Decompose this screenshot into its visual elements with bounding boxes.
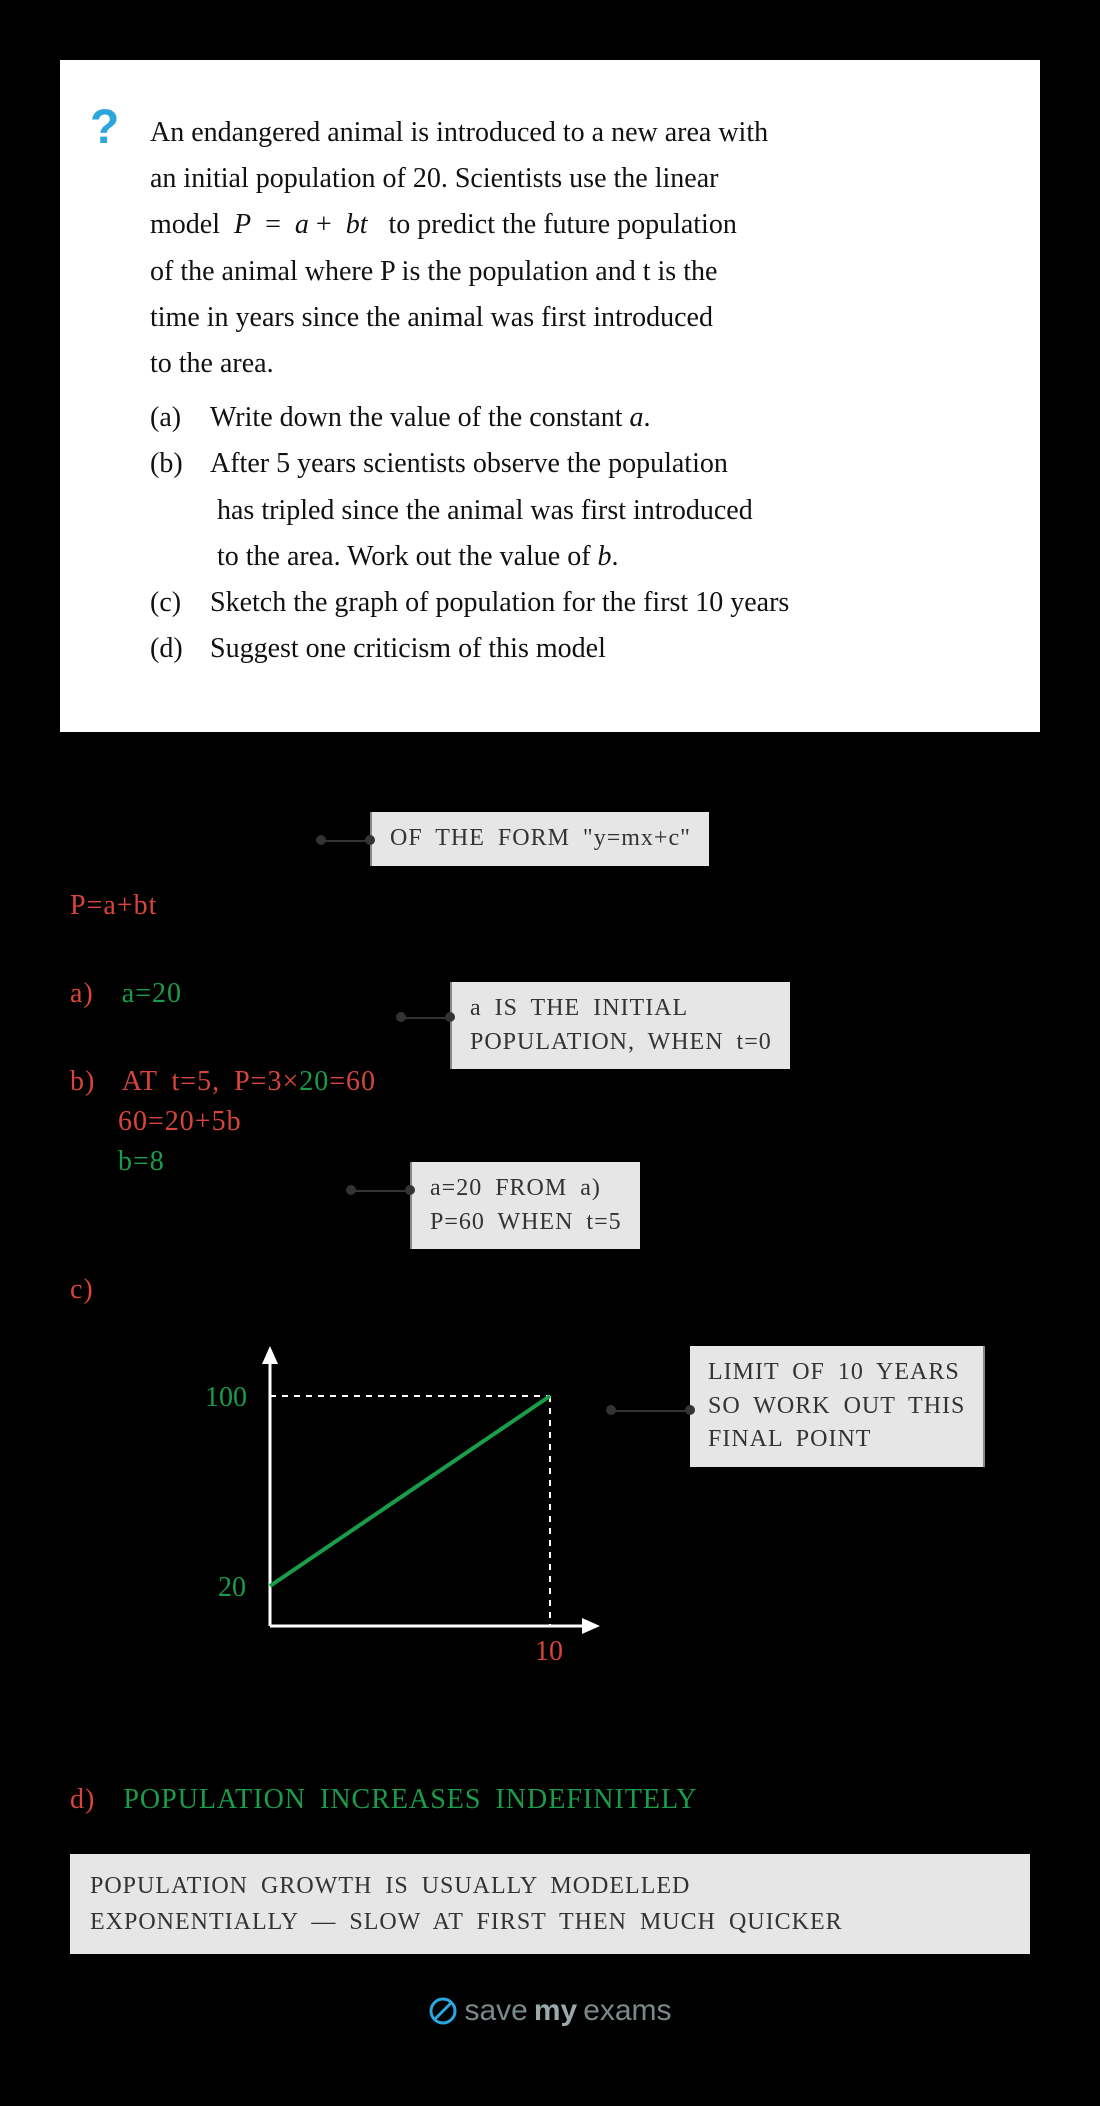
connector-line <box>400 1017 450 1019</box>
note-text: OF THE FORM "y=mx+c" <box>390 825 691 851</box>
prompt-line: to the area. <box>150 348 274 379</box>
logo-text-exams: exams <box>583 1994 671 2028</box>
prompt-line: model P = a + bt to predict the future p… <box>150 209 737 240</box>
answer-a: a=20 <box>122 978 182 1009</box>
part-text: Write down the value of the constant a. <box>210 395 651 441</box>
question-part-a: (a) Write down the value of the constant… <box>150 395 980 441</box>
question-box: ? An endangered animal is introduced to … <box>60 60 1040 732</box>
question-icon: ? <box>90 100 119 155</box>
sol-model: P=a+bt <box>70 890 1030 922</box>
part-text: Suggest one criticism of this model <box>210 626 606 672</box>
question-prompt: An endangered animal is introduced to a … <box>150 110 980 387</box>
logo-icon <box>428 1996 458 2026</box>
note-text: LIMIT OF 10 YEARS <box>708 1359 960 1385</box>
x-label-10: 10 <box>535 1636 563 1668</box>
solution-area: OF THE FORM "y=mx+c" P=a+bt a IS THE INI… <box>0 792 1100 1834</box>
sol-part-d: d) POPULATION INCREASES INDEFINITELY <box>70 1784 1030 1816</box>
note-substitution: a=20 FROM a) P=60 WHEN t=5 <box>410 1162 640 1249</box>
working: AT t=5, P=3× <box>122 1066 299 1097</box>
question-parts: (a) Write down the value of the constant… <box>150 395 980 672</box>
sol-part-b-line2: 60=20+5b <box>118 1106 1030 1138</box>
part-label: a) <box>70 978 94 1009</box>
chart-line <box>270 1396 550 1586</box>
sol-part-c: c) <box>70 1274 1030 1306</box>
question-part-d: (d) Suggest one criticism of this model <box>150 626 980 672</box>
logo: savemyexams <box>0 1994 1100 2031</box>
prompt-line: An endangered animal is introduced to a … <box>150 117 768 148</box>
arrow-up-icon <box>262 1346 278 1364</box>
question-part-c: (c) Sketch the graph of population for t… <box>150 580 980 626</box>
note-text: POPULATION GROWTH IS USUALLY MODELLED <box>90 1873 690 1899</box>
logo-text-save: save <box>464 1994 527 2028</box>
note-text: a IS THE INITIAL <box>470 995 688 1021</box>
note-text: POPULATION, WHEN t=0 <box>470 1029 772 1055</box>
note-limit: LIMIT OF 10 YEARS SO WORK OUT THIS FINAL… <box>690 1346 985 1467</box>
answer-d: POPULATION INCREASES INDEFINITELY <box>123 1784 697 1815</box>
connector-line <box>320 840 370 842</box>
part-label: (b) <box>150 441 210 580</box>
part-label: (d) <box>150 626 210 672</box>
chart-svg <box>110 1336 670 1716</box>
part-label: b) <box>70 1066 95 1097</box>
part-label: c) <box>70 1274 94 1305</box>
note-text: P=60 WHEN t=5 <box>430 1209 622 1235</box>
question-part-b: (b) After 5 years scientists observe the… <box>150 441 980 580</box>
note-text: a=20 FROM a) <box>430 1175 601 1201</box>
logo-text-my: my <box>534 1994 577 2028</box>
sol-part-b-line1: b) AT t=5, P=3×20=60 <box>70 1066 1030 1098</box>
population-chart: LIMIT OF 10 YEARS SO WORK OUT THIS FINAL… <box>110 1336 1030 1716</box>
model-eq: P=a+bt <box>70 890 157 921</box>
part-label: (a) <box>150 395 210 441</box>
arrow-right-icon <box>582 1618 600 1634</box>
part-text: After 5 years scientists observe the pop… <box>210 441 753 580</box>
note-text: SO WORK OUT THIS <box>708 1393 965 1419</box>
working: 60=20+5b <box>118 1106 242 1137</box>
prompt-line: of the animal where P is the population … <box>150 256 717 287</box>
y-label-20: 20 <box>218 1572 246 1604</box>
footer-note: POPULATION GROWTH IS USUALLY MODELLED EX… <box>70 1854 1030 1954</box>
working: 20 <box>299 1066 329 1097</box>
part-label: d) <box>70 1784 95 1815</box>
working: =60 <box>329 1066 376 1097</box>
note-text: EXPONENTIALLY — SLOW AT FIRST THEN MUCH … <box>90 1909 843 1935</box>
note-initial-pop: a IS THE INITIAL POPULATION, WHEN t=0 <box>450 982 790 1069</box>
note-ymxc: OF THE FORM "y=mx+c" <box>370 812 709 866</box>
part-text: Sketch the graph of population for the f… <box>210 580 789 626</box>
answer-b: b=8 <box>118 1146 165 1177</box>
prompt-line: an initial population of 20. Scientists … <box>150 163 718 194</box>
connector-line <box>350 1190 410 1192</box>
part-label: (c) <box>150 580 210 626</box>
note-text: FINAL POINT <box>708 1426 871 1452</box>
y-label-100: 100 <box>205 1382 247 1414</box>
prompt-line: time in years since the animal was first… <box>150 302 713 333</box>
